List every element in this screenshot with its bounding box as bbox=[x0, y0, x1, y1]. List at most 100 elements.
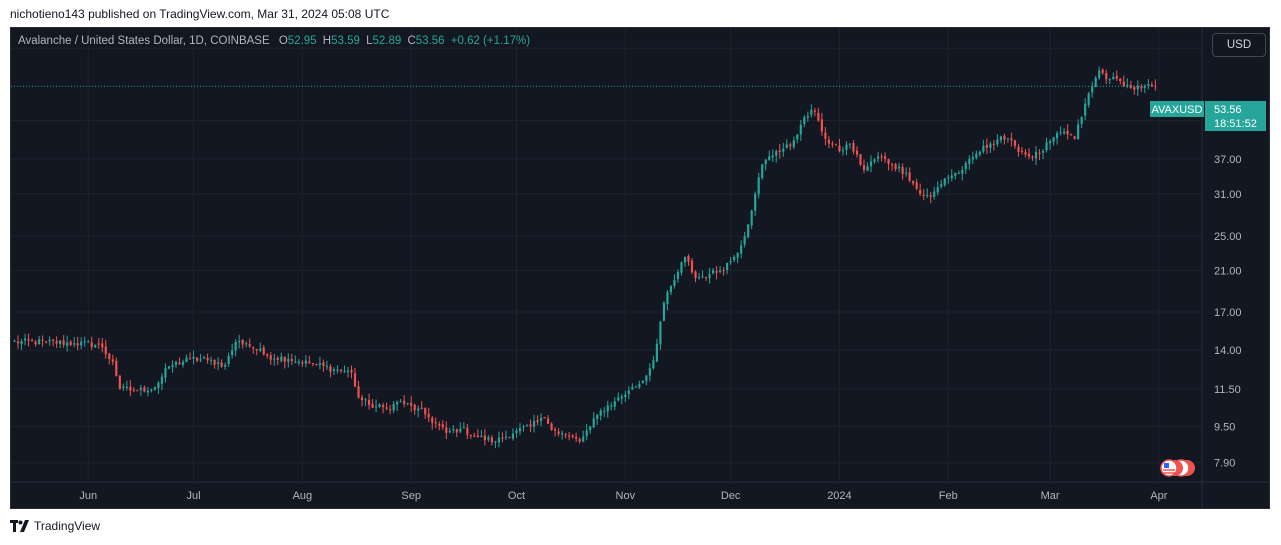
candle-body bbox=[855, 150, 859, 155]
candle-body bbox=[202, 357, 206, 359]
candle-body bbox=[680, 262, 683, 273]
candle-body bbox=[494, 441, 497, 443]
candle-body bbox=[919, 189, 922, 194]
candle-body bbox=[480, 435, 483, 437]
candle-body bbox=[613, 401, 616, 407]
candle-body bbox=[94, 344, 97, 348]
candle-body bbox=[101, 343, 104, 348]
candle-body bbox=[294, 361, 297, 363]
chart-panel[interactable] bbox=[10, 27, 1270, 509]
candle-body bbox=[652, 360, 655, 369]
events-flag-icon[interactable] bbox=[1160, 459, 1195, 477]
candle-body bbox=[908, 172, 911, 181]
candle-body bbox=[1006, 138, 1010, 140]
symbol-tag-label: AVAXUSD bbox=[1152, 104, 1203, 116]
candle-body bbox=[985, 144, 988, 148]
candle-body bbox=[676, 272, 680, 279]
candle-body bbox=[13, 340, 16, 342]
candle-body bbox=[157, 382, 160, 389]
candle-body bbox=[452, 429, 455, 431]
low-value: 52.89 bbox=[372, 35, 402, 47]
candle-body bbox=[747, 224, 750, 238]
candle-body bbox=[178, 362, 181, 365]
candle-body bbox=[66, 342, 69, 346]
candle-body bbox=[378, 404, 381, 407]
candle-body bbox=[83, 341, 86, 343]
candle-body bbox=[589, 426, 592, 431]
close-label: C bbox=[407, 35, 416, 47]
candle-body bbox=[669, 286, 673, 293]
candle-body bbox=[978, 151, 981, 155]
candle-body bbox=[1133, 87, 1136, 90]
candle-body bbox=[1013, 140, 1017, 147]
candle-body bbox=[139, 387, 142, 390]
candle-body bbox=[255, 348, 258, 351]
tradingview-logo[interactable]: TradingView bbox=[10, 519, 100, 533]
candle-body bbox=[704, 277, 708, 279]
candle-body bbox=[778, 150, 781, 152]
price-tag: AVAXUSD 53.56 18:51:52 bbox=[1150, 101, 1266, 131]
candle-body bbox=[181, 361, 185, 365]
close-value: 53.56 bbox=[415, 35, 445, 47]
candle-body bbox=[441, 424, 444, 428]
candle-body bbox=[950, 175, 953, 179]
y-tick-label: 14.00 bbox=[1214, 345, 1242, 357]
price-axis[interactable]: 65.0045.0037.0031.0025.0021.0017.0014.00… bbox=[1214, 43, 1242, 470]
candle-body bbox=[754, 193, 757, 211]
candle-body bbox=[873, 159, 876, 162]
candle-body bbox=[55, 340, 58, 344]
candle-body bbox=[69, 341, 72, 345]
candle-body bbox=[1126, 84, 1129, 87]
candle-body bbox=[269, 355, 272, 360]
y-tick-label: 37.00 bbox=[1214, 154, 1242, 166]
candle-body bbox=[673, 280, 676, 286]
candle-body bbox=[831, 143, 834, 145]
candle-body bbox=[241, 339, 244, 345]
candle-body bbox=[715, 271, 718, 273]
candle-body bbox=[599, 410, 602, 416]
candle-body bbox=[16, 341, 20, 344]
candle-body bbox=[711, 270, 715, 274]
time-axis[interactable]: Jun Jul Aug Sep Oct Nov Dec 2024 Feb Mar Apr bbox=[79, 490, 1167, 502]
candle-body bbox=[143, 387, 146, 392]
candle-body bbox=[1059, 132, 1062, 134]
candle-body bbox=[1024, 152, 1027, 155]
candle-body bbox=[1154, 85, 1157, 87]
candle-body bbox=[1038, 152, 1041, 154]
candle-body bbox=[62, 340, 65, 345]
open-label: O bbox=[278, 35, 288, 47]
candle-body bbox=[659, 321, 662, 345]
candle-body bbox=[427, 413, 430, 418]
candle-body bbox=[283, 356, 286, 362]
candle-body bbox=[961, 169, 964, 174]
candle-body bbox=[606, 405, 609, 412]
candle-body bbox=[1027, 153, 1031, 157]
tradingview-logo-icon bbox=[10, 520, 29, 532]
candle-body bbox=[631, 386, 634, 390]
candle-body bbox=[125, 387, 128, 389]
candle-body bbox=[996, 139, 999, 145]
candle-body bbox=[487, 437, 490, 440]
candle-body bbox=[146, 390, 149, 393]
candle-body bbox=[374, 406, 378, 408]
candle-body bbox=[1122, 81, 1125, 87]
candle-body bbox=[1098, 70, 1101, 78]
candle-body bbox=[111, 359, 114, 362]
candle-body bbox=[697, 277, 701, 279]
candle-body bbox=[813, 110, 816, 112]
candle-body bbox=[799, 124, 802, 135]
currency-button[interactable]: USD bbox=[1212, 33, 1266, 57]
candle-body bbox=[252, 347, 255, 349]
candle-body bbox=[273, 358, 276, 360]
candle-body bbox=[1048, 141, 1052, 144]
candle-body bbox=[968, 158, 971, 164]
candle-body bbox=[1091, 86, 1094, 93]
candle-body bbox=[410, 402, 413, 406]
candle-body bbox=[23, 338, 27, 341]
candle-body bbox=[957, 172, 960, 174]
candle-body bbox=[87, 341, 90, 343]
y-tick-label: 25.00 bbox=[1214, 231, 1242, 243]
candle-body bbox=[848, 143, 852, 145]
candle-body bbox=[290, 358, 293, 362]
